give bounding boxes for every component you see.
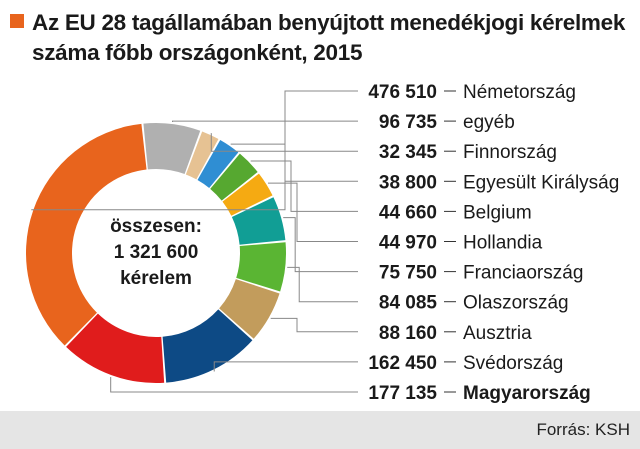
donut-slices — [26, 123, 286, 384]
value-label-ausztria: 88 160 — [379, 323, 437, 344]
data-labels: 476 510 Németország 96 735 egyéb 32 345 Finno… — [368, 82, 619, 404]
category-label-nemetorszag: Németország — [463, 82, 576, 103]
footer: Forrás: KSH — [0, 411, 640, 449]
center-label: összesen: 1 321 600 kérelem — [110, 216, 202, 289]
category-label-svedorszag: Svédország — [463, 353, 563, 374]
title-marker — [10, 14, 24, 28]
leader-lines — [31, 90, 358, 393]
slice-franciaorszag — [231, 197, 286, 245]
category-label-hollandia: Hollandia — [463, 233, 543, 254]
leader-line-franciaorszag — [283, 217, 358, 273]
value-label-franciaorszag: 75 750 — [379, 263, 437, 284]
slice-ausztria — [219, 279, 280, 339]
value-label-hollandia: 44 970 — [379, 233, 437, 254]
slice-magyarorszag — [66, 313, 165, 384]
value-label-svedorszag: 162 450 — [368, 353, 437, 374]
value-label-olaszorszag: 84 085 — [379, 293, 438, 314]
leader-line-svedorszag — [213, 361, 358, 372]
value-label-belgium: 44 660 — [379, 202, 437, 223]
leader-line-belgium — [250, 160, 358, 212]
category-label-finnorszag: Finnország — [463, 142, 557, 163]
leader-line-egyesult-kiralysag — [230, 143, 358, 182]
donut-chart: 476 510 Németország 96 735 egyéb 32 345 Finno… — [26, 82, 619, 404]
slice-egyeb — [143, 123, 201, 175]
slice-svedorszag — [162, 309, 253, 383]
category-label-egyeb: egyéb — [463, 112, 515, 133]
value-label-finnorszag: 32 345 — [379, 142, 438, 163]
leader-line-magyarorszag — [110, 376, 358, 393]
category-label-ausztria: Ausztria — [463, 323, 532, 344]
value-label-nemetorszag: 476 510 — [368, 82, 437, 103]
slice-nemetorszag — [26, 123, 147, 346]
leader-line-hollandia — [267, 182, 358, 242]
slice-olaszorszag — [236, 242, 286, 292]
slice-belgium — [210, 153, 258, 201]
category-label-olaszorszag: Olaszország — [463, 293, 569, 314]
value-label-egyeb: 96 735 — [379, 112, 438, 133]
value-label-egyesult-kiralysag: 38 800 — [379, 172, 437, 193]
chart-title: Az EU 28 tagállamában benyújtott menedék… — [32, 10, 626, 65]
category-label-belgium: Belgium — [463, 202, 532, 223]
leader-line-egyeb — [171, 120, 358, 123]
value-label-magyarorszag: 177 135 — [368, 383, 437, 404]
center-label-line-3: kérelem — [120, 268, 192, 289]
leader-line-ausztria — [270, 317, 358, 333]
leader-line-olaszorszag — [287, 266, 358, 303]
slice-egyesult-kiralysag — [197, 139, 239, 188]
category-label-franciaorszag: Franciaország — [463, 263, 583, 284]
source-note: Forrás: KSH — [536, 420, 630, 439]
category-label-egyesult-kiralysag: Egyesült Királyság — [463, 172, 619, 193]
center-label-total: 1 321 600 — [114, 242, 199, 263]
slice-finnorszag — [185, 131, 219, 180]
category-label-magyarorszag: Magyarország — [463, 383, 591, 404]
chart-title-block: Az EU 28 tagállamában benyújtott menedék… — [10, 8, 632, 68]
center-label-line-1: összesen: — [110, 216, 202, 237]
slice-hollandia — [222, 173, 273, 216]
leader-line-finnorszag — [210, 133, 358, 152]
